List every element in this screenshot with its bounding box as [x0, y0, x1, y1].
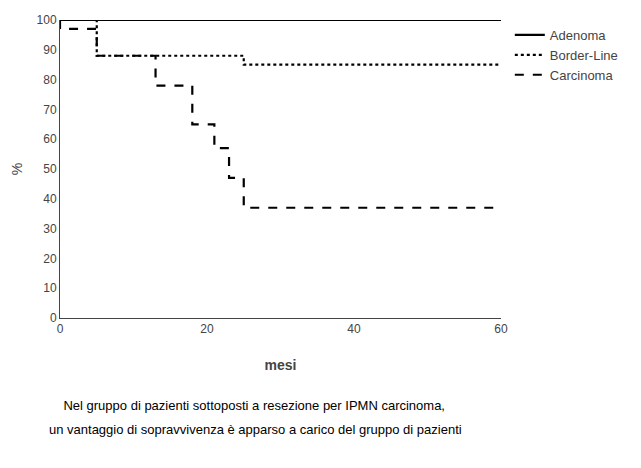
svg-text:Nel gruppo di pazienti sottopo: Nel gruppo di pazienti sottoposti a rese… — [49, 398, 445, 413]
svg-text:%: % — [9, 163, 25, 175]
svg-text:un vantaggio di sopravvivenza: un vantaggio di sopravvivenza è apparso … — [49, 422, 462, 437]
svg-text:30: 30 — [43, 222, 57, 236]
svg-text:60: 60 — [494, 322, 508, 336]
svg-text:60: 60 — [43, 132, 57, 146]
svg-text:20: 20 — [200, 322, 214, 336]
svg-text:10: 10 — [43, 281, 57, 295]
svg-text:Carcinoma: Carcinoma — [550, 68, 614, 83]
svg-text:80: 80 — [43, 73, 57, 87]
svg-text:mesi: mesi — [265, 357, 297, 373]
svg-text:100: 100 — [37, 13, 57, 27]
svg-text:Adenoma: Adenoma — [550, 28, 606, 43]
svg-text:70: 70 — [43, 103, 57, 117]
svg-text:40: 40 — [347, 322, 361, 336]
svg-text:0: 0 — [50, 311, 57, 325]
svg-text:50: 50 — [43, 162, 57, 176]
svg-text:20: 20 — [43, 252, 57, 266]
svg-text:40: 40 — [43, 192, 57, 206]
svg-text:0: 0 — [57, 322, 64, 336]
svg-text:90: 90 — [43, 43, 57, 57]
svg-text:Border-Line: Border-Line — [550, 48, 618, 63]
